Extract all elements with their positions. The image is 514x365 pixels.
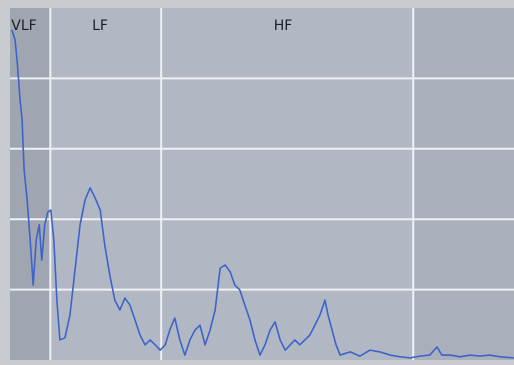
band-label: HF <box>274 18 293 34</box>
band-label: VLF <box>11 18 36 34</box>
vlf-region <box>10 8 50 360</box>
outer-region <box>415 8 514 360</box>
band-label: LF <box>92 18 108 34</box>
spectrum-screen: VLF LF HF <box>0 0 514 365</box>
page: VLFLFHF (() => { const data = JSON.parse… <box>0 0 514 365</box>
